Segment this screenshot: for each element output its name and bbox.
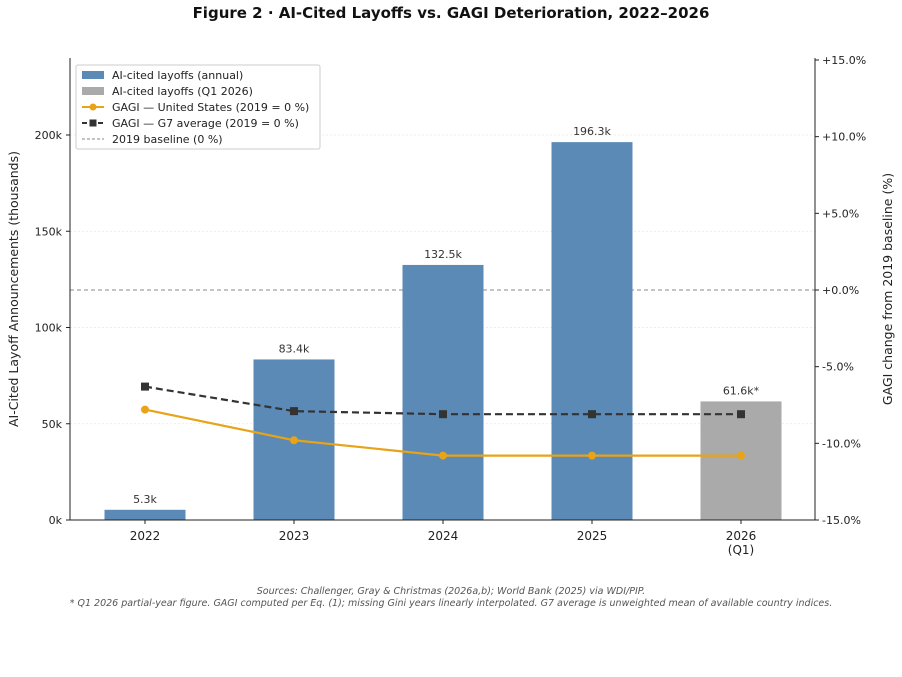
series-point-g7 (737, 410, 745, 419)
series-point-g7 (439, 410, 447, 419)
footnote-sources: Sources: Challenger, Gray & Christmas (2… (256, 586, 646, 597)
x-tick-label: 2022 (130, 529, 161, 543)
legend-swatch (82, 87, 104, 95)
legend-box (75, 64, 321, 150)
series-point-us (737, 451, 745, 460)
y-left-tick-label: 150k (35, 225, 63, 238)
x-tick-label: 2023 (279, 529, 310, 543)
legend-label: AI-cited layoffs (Q1 2026) (112, 85, 253, 98)
y-right-tick-label: +10.0% (822, 131, 866, 144)
bar-value-label: 132.5k (424, 248, 462, 261)
y-right-tick-label: -15.0% (822, 514, 861, 527)
legend-label: GAGI — United States (2019 = 0 %) (112, 101, 309, 114)
legend-label: 2019 baseline (0 %) (112, 133, 223, 146)
y-left-axis-title: AI-Cited Layoff Announcements (thousands… (6, 151, 21, 427)
series-point-g7 (290, 407, 298, 416)
bar-2024 (402, 264, 484, 520)
series-point-g7 (588, 410, 596, 419)
series-point-us (141, 405, 149, 414)
series-point-us (439, 451, 447, 460)
legend-swatch-marker (89, 119, 97, 127)
y-left-tick-label: 0k (49, 514, 63, 527)
legend-swatch (82, 71, 104, 79)
x-tick-label: 2025 (577, 529, 608, 543)
y-right-tick-label: +0.0% (822, 284, 859, 297)
series-point-us (588, 451, 596, 460)
bar-value-label: 196.3k (573, 125, 611, 138)
legend-swatch-marker (89, 103, 97, 111)
bar-value-label: 61.6k* (723, 384, 760, 397)
y-right-tick-label: +5.0% (822, 207, 859, 220)
x-tick-label: 2026 (Q1) (726, 529, 757, 557)
bar-2025 (551, 142, 633, 520)
y-right-tick-label: -10.0% (822, 437, 861, 450)
bar-2026 (700, 401, 782, 520)
series-point-us (290, 436, 298, 445)
y-left-tick-label: 100k (35, 322, 63, 335)
footnote-notes: * Q1 2026 partial-year figure. GAGI comp… (69, 598, 833, 609)
y-left-tick-label: 50k (42, 418, 63, 431)
y-right-axis-title: GAGI change from 2019 baseline (%) (880, 173, 895, 405)
bar-value-label: 83.4k (279, 342, 310, 355)
y-right-tick-label: -5.0% (822, 361, 854, 374)
legend-label: AI-cited layoffs (annual) (112, 69, 243, 82)
y-right-tick-label: +15.0% (822, 54, 866, 67)
y-left-tick-label: 200k (35, 129, 63, 142)
bar-value-label: 5.3k (133, 493, 157, 506)
chart-title: Figure 2 · AI-Cited Layoffs vs. GAGI Det… (192, 4, 710, 22)
legend-label: GAGI — G7 average (2019 = 0 %) (112, 117, 299, 130)
series-point-g7 (141, 382, 149, 391)
bar-2022 (104, 509, 186, 520)
x-tick-label: 2024 (428, 529, 459, 543)
